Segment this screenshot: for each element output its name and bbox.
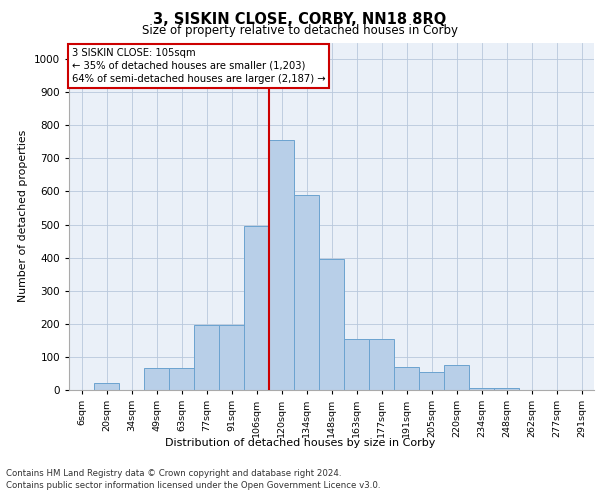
- Bar: [494, 388, 518, 390]
- Bar: [295, 194, 319, 390]
- Bar: [469, 388, 494, 390]
- Bar: [445, 365, 469, 390]
- Text: Contains HM Land Registry data © Crown copyright and database right 2024.: Contains HM Land Registry data © Crown c…: [6, 469, 341, 478]
- Bar: [269, 140, 293, 390]
- Bar: [220, 326, 244, 390]
- Bar: [194, 326, 218, 390]
- Bar: [319, 260, 344, 390]
- Text: Contains public sector information licensed under the Open Government Licence v3: Contains public sector information licen…: [6, 481, 380, 490]
- Bar: [344, 338, 368, 390]
- Text: Distribution of detached houses by size in Corby: Distribution of detached houses by size …: [165, 438, 435, 448]
- Bar: [145, 368, 169, 390]
- Bar: [94, 384, 119, 390]
- Bar: [394, 367, 419, 390]
- Bar: [370, 338, 394, 390]
- Text: Size of property relative to detached houses in Corby: Size of property relative to detached ho…: [142, 24, 458, 37]
- Bar: [419, 372, 443, 390]
- Text: 3 SISKIN CLOSE: 105sqm
← 35% of detached houses are smaller (1,203)
64% of semi-: 3 SISKIN CLOSE: 105sqm ← 35% of detached…: [71, 48, 325, 84]
- Text: 3, SISKIN CLOSE, CORBY, NN18 8RQ: 3, SISKIN CLOSE, CORBY, NN18 8RQ: [154, 12, 446, 28]
- Y-axis label: Number of detached properties: Number of detached properties: [18, 130, 28, 302]
- Bar: [244, 226, 269, 390]
- Bar: [169, 368, 194, 390]
